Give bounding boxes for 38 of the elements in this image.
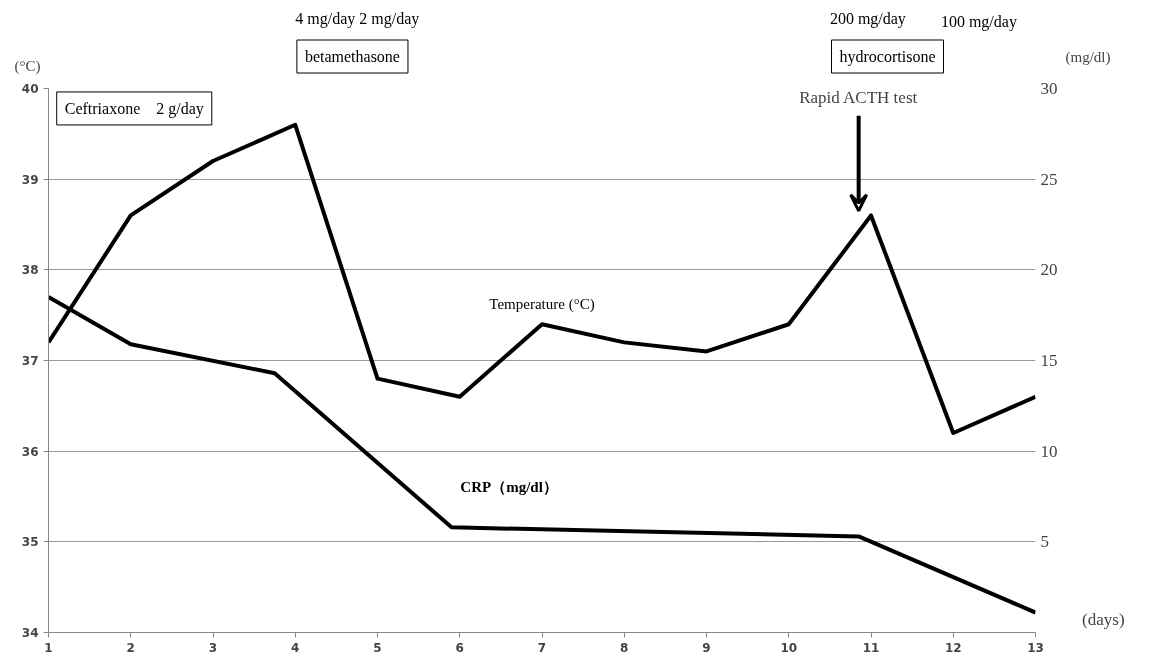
series-label: CRP（mg/dl）: [460, 479, 558, 496]
y-tick-label: 34: [21, 626, 39, 640]
x-tick-label: 10: [780, 640, 798, 655]
text: 100 mg/day: [940, 12, 1017, 31]
x-tick-label: 9: [702, 640, 711, 655]
x-tick-label: 11: [862, 640, 880, 655]
text: 200 mg/day: [829, 9, 906, 28]
text: betamethasone: [304, 48, 400, 65]
annotation: Ceftriaxone 2 g/day: [64, 99, 204, 118]
x-tick-label: 3: [208, 640, 218, 655]
y-tick-label: 38: [21, 263, 39, 278]
y2-axis-title: (mg/dl): [1065, 48, 1111, 66]
y2-tick-label: 15: [1040, 351, 1058, 370]
y2-tick-label: 10: [1040, 441, 1058, 461]
annotation: Rapid ACTH test: [799, 88, 918, 108]
y2-tick-label: 30: [1040, 79, 1058, 98]
y-tick-label: 36: [21, 444, 39, 459]
x-tick-label: 6: [455, 640, 464, 655]
x-tick-label: 8: [620, 640, 629, 655]
x-tick-label: 12: [944, 640, 962, 655]
y2-tick-label: 25: [1040, 169, 1058, 189]
series-label: Temperature (°C): [489, 296, 595, 314]
x-tick-label: 5: [373, 640, 382, 655]
x-tick-label: 7: [537, 640, 547, 655]
y2-tick-label: 20: [1040, 260, 1058, 280]
y-tick-label: 35: [21, 535, 39, 550]
y-tick-label: 37: [21, 354, 39, 368]
text: 4 mg/day 2 mg/day: [295, 9, 420, 28]
y-tick-label: 39: [21, 172, 39, 187]
x-tick-label: 2: [126, 640, 135, 655]
y-axis-title: (°C): [14, 58, 41, 76]
x-axis-title: (days): [1082, 609, 1125, 629]
y2-tick-label: 5: [1040, 532, 1049, 552]
x-tick-label: 4: [291, 640, 300, 655]
text: hydrocortisone: [839, 48, 936, 66]
y-tick-label: 40: [21, 82, 39, 96]
x-tick-label: 13: [1027, 640, 1044, 655]
x-tick-label: 1: [44, 640, 53, 655]
